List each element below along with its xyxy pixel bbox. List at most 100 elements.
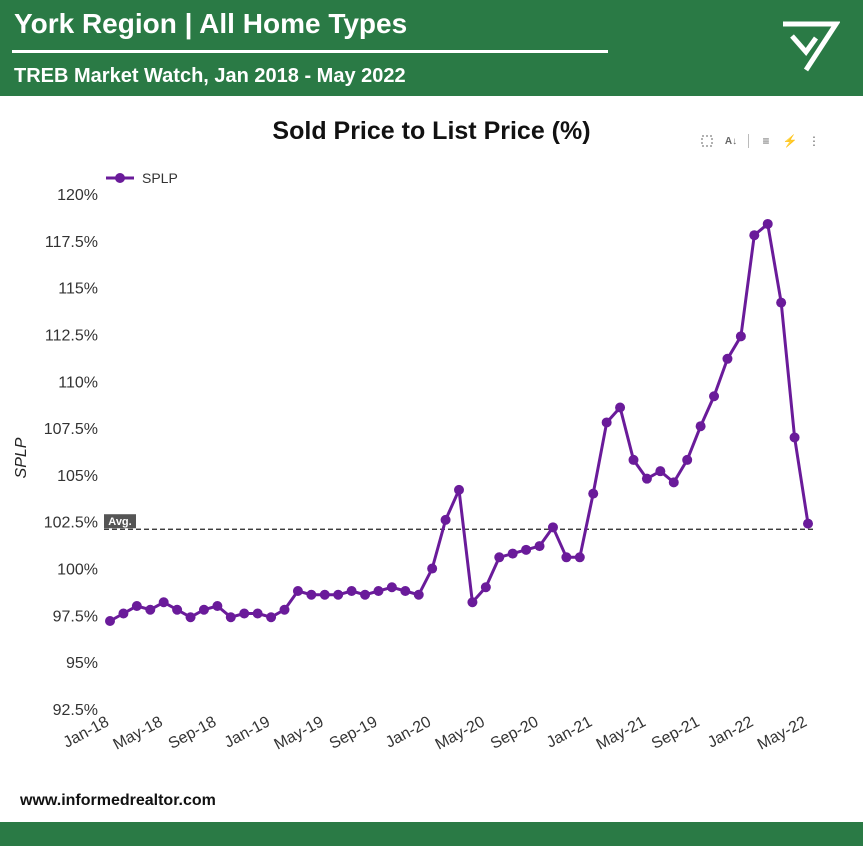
more-options-icon[interactable]: ⋮ [808, 134, 820, 148]
data-point [709, 391, 720, 402]
page-subtitle: TREB Market Watch, Jan 2018 - May 2022 [14, 65, 406, 87]
data-point [722, 353, 733, 364]
y-axis: 92.5% 95% 97.5% 100% 102.5% 105% 107.5% 110% 112… [44, 187, 98, 719]
data-point [118, 608, 129, 619]
y-tick-label: 110% [58, 374, 98, 391]
data-point [386, 582, 397, 593]
legend-label: SPLP [142, 170, 178, 186]
data-point [776, 297, 787, 308]
select-region-icon[interactable] [700, 134, 714, 148]
data-point [521, 544, 532, 555]
x-tick-label: May-21 [594, 713, 649, 753]
x-tick-label: May-20 [433, 713, 488, 753]
data-point [655, 466, 666, 477]
data-point [574, 552, 585, 563]
y-tick-label: 112.5% [45, 327, 98, 344]
average-label-box [104, 514, 136, 529]
data-point [628, 454, 639, 465]
y-tick-label: 92.5% [53, 702, 98, 719]
data-point [185, 612, 196, 623]
legend-marker [115, 173, 125, 183]
data-point [131, 601, 142, 611]
y-tick-label: 120% [57, 187, 98, 204]
data-point [454, 484, 464, 495]
header-divider [12, 50, 608, 53]
y-axis-label: SPLP [13, 437, 30, 478]
data-point [749, 230, 760, 241]
data-point [172, 604, 183, 615]
chart-legend: SPLP [106, 170, 178, 186]
x-tick-label: Sep-20 [488, 713, 542, 752]
footer-banner [0, 822, 863, 846]
header-banner: York Region | All Home Types TREB Market… [0, 0, 863, 96]
average-label: Avg. [108, 516, 131, 528]
x-tick-label: Sep-19 [327, 713, 381, 752]
x-tick-label: Jan-22 [705, 713, 756, 751]
page-title: York Region | All Home Types [14, 8, 408, 39]
x-tick-label: Jan-18 [61, 713, 112, 751]
chart-title: Sold Price to List Price (%) [272, 117, 591, 145]
y-tick-label: 105% [57, 468, 98, 485]
data-point [762, 218, 773, 229]
y-tick-label: 100% [57, 562, 98, 579]
data-point [400, 586, 411, 597]
data-point [615, 402, 626, 413]
data-point [252, 608, 263, 619]
data-point [279, 604, 290, 615]
data-point [803, 518, 813, 529]
average-reference: Avg. [104, 514, 815, 530]
data-point [239, 608, 250, 619]
series-splp [105, 218, 813, 626]
data-point [105, 615, 115, 626]
filter-icon[interactable]: ≡ [762, 134, 770, 148]
data-point [266, 612, 277, 623]
data-point [534, 541, 545, 552]
x-tick-label: Jan-20 [383, 713, 434, 751]
data-point [413, 589, 424, 600]
data-point [467, 597, 478, 608]
y-tick-label: 95% [66, 655, 98, 672]
data-point [789, 432, 800, 443]
data-point [145, 604, 156, 615]
data-point [735, 331, 746, 342]
data-point [507, 548, 518, 559]
data-point [588, 488, 599, 499]
x-tick-label: May-18 [110, 713, 165, 753]
data-point [427, 563, 438, 574]
data-point [319, 589, 330, 600]
data-point [682, 454, 693, 465]
data-point [547, 522, 558, 533]
data-point [494, 552, 505, 563]
x-tick-label: May-19 [272, 713, 327, 753]
data-point [641, 473, 652, 484]
data-point [373, 586, 384, 597]
quick-insights-icon[interactable]: ⚡ [782, 134, 798, 148]
x-tick-label: Sep-21 [649, 713, 703, 752]
y-tick-label: 117.5% [45, 234, 98, 251]
data-point [292, 586, 303, 597]
data-point [333, 589, 344, 600]
data-point [601, 417, 612, 428]
y-tick-label: 97.5% [53, 608, 98, 625]
sort-az-icon[interactable]: A↓ [724, 135, 738, 147]
data-point [561, 552, 572, 563]
footer-url[interactable]: www.informedrealtor.com [20, 792, 216, 809]
y-tick-label: 115% [58, 281, 98, 298]
data-point [360, 589, 371, 600]
data-point [346, 586, 357, 597]
data-point [440, 514, 451, 525]
x-tick-label: Jan-21 [544, 713, 595, 751]
x-tick-label: May-22 [755, 713, 810, 753]
data-point [695, 421, 706, 432]
toolbar-divider [748, 134, 749, 148]
data-point [225, 612, 236, 623]
x-tick-label: Jan-19 [222, 713, 273, 751]
data-point [306, 589, 317, 600]
data-point [158, 597, 169, 608]
checkmark-triangle-logo [783, 21, 840, 72]
data-point [198, 604, 209, 615]
y-tick-label: 102.5% [44, 515, 98, 532]
data-point [668, 477, 679, 488]
data-point [480, 582, 491, 593]
